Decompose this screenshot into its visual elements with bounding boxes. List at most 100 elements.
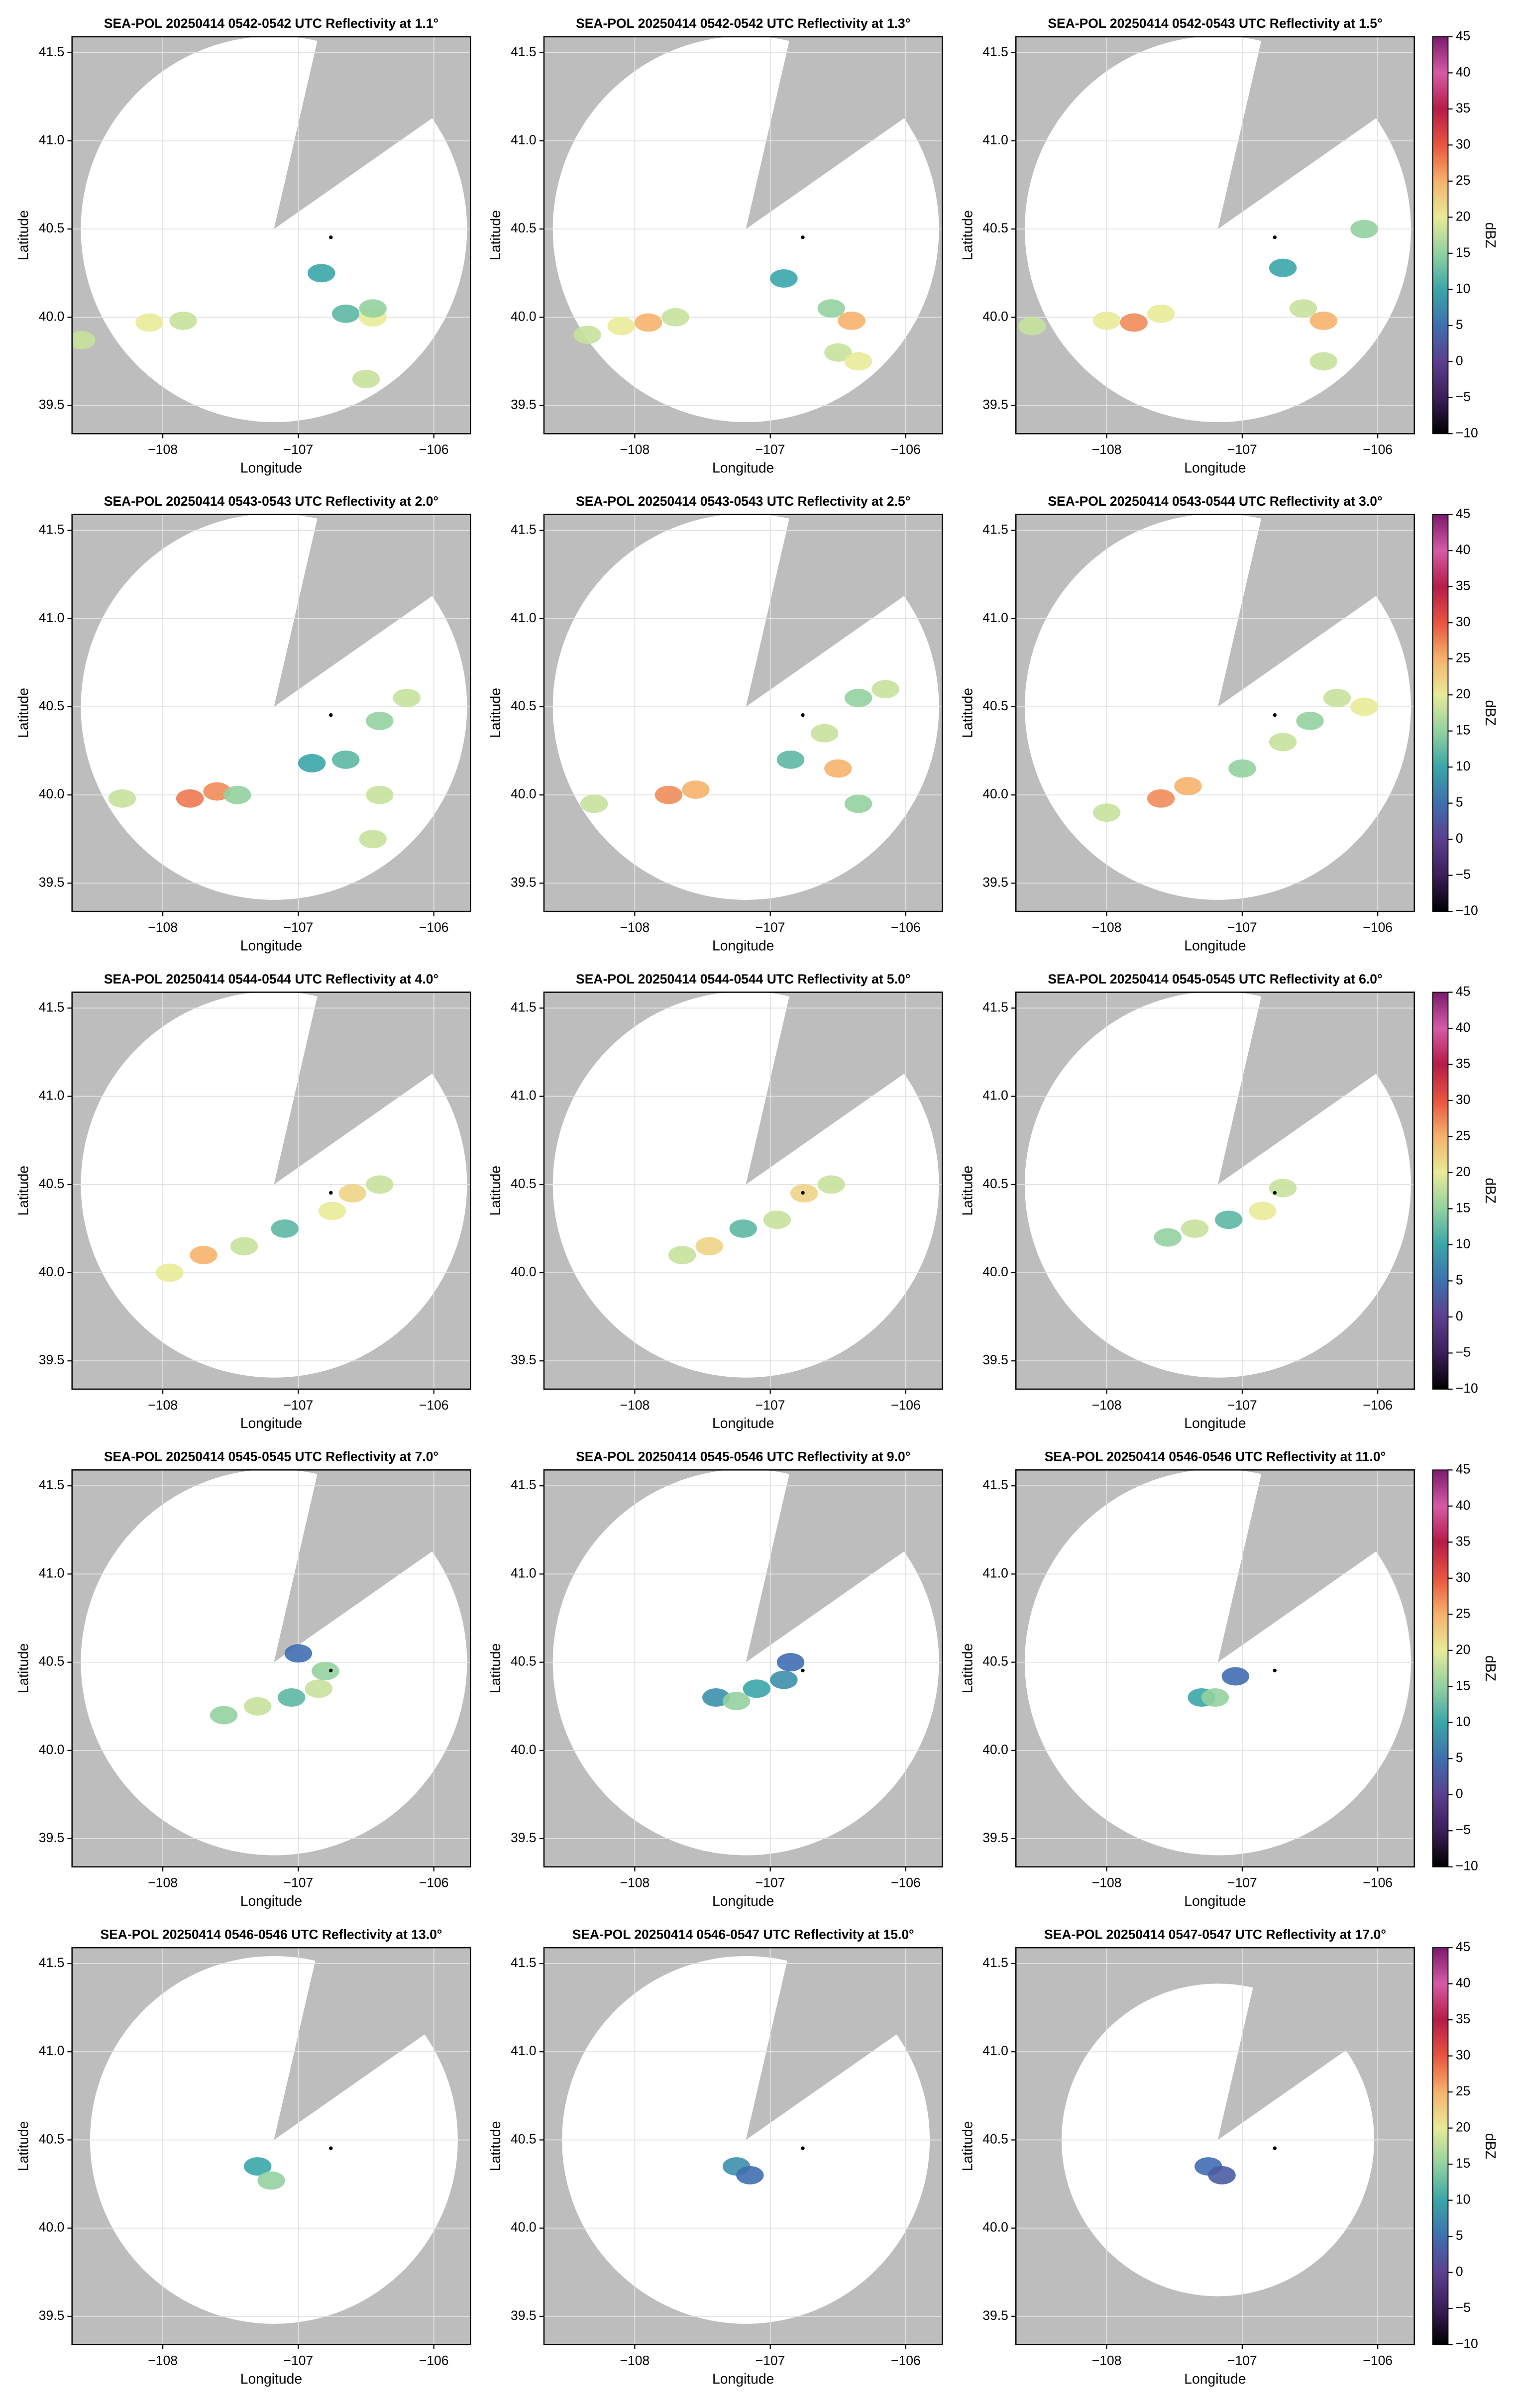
echo <box>871 680 899 699</box>
x-tick-label: −107 <box>1227 1398 1257 1413</box>
y-tick-label: 41.5 <box>982 522 1008 537</box>
x-tick-label: −106 <box>1363 1875 1393 1890</box>
x-tick-label: −107 <box>284 920 314 935</box>
y-tick-label: 41.5 <box>39 999 65 1014</box>
x-tick-label: −108 <box>620 1398 650 1413</box>
echo <box>844 688 872 707</box>
plot-frame <box>71 991 471 1390</box>
x-tick-label: −106 <box>419 2353 449 2368</box>
site-marker <box>329 1668 333 1672</box>
plot-area <box>1016 992 1414 1389</box>
colorbar-tick-label: 45 <box>1456 1461 1470 1476</box>
echo <box>573 326 601 344</box>
panel: −108 −107 −106 39.5 40.0 40.5 41.0 41.5 SEA-POL … <box>960 1927 1498 2387</box>
y-tick-label: 41.5 <box>511 1477 537 1492</box>
plot-area <box>1016 1948 1414 2345</box>
y-tick-label: 41.5 <box>39 1955 65 1970</box>
y-tick-label: 41.5 <box>982 1477 1008 1492</box>
colorbar-tick-label: −5 <box>1456 389 1471 404</box>
echo <box>817 1175 845 1194</box>
y-tick-label: 40.5 <box>39 698 65 713</box>
colorbar-tick-label: 10 <box>1456 281 1470 296</box>
blocked-sector <box>1217 1470 1414 1662</box>
site-marker <box>1273 713 1277 717</box>
colorbar-tick-label: 35 <box>1456 2011 1470 2026</box>
y-tick-label: 39.5 <box>982 875 1008 889</box>
y-tick-label: 41.0 <box>39 1565 65 1580</box>
x-tick-label: −107 <box>284 1875 314 1890</box>
echo <box>1201 1688 1229 1707</box>
colorbar-tick-label: 20 <box>1456 1164 1470 1179</box>
echo <box>838 312 866 330</box>
colorbar <box>1432 36 1449 435</box>
x-tick-label: −108 <box>620 1875 650 1890</box>
colorbar-tick-label: 0 <box>1456 1309 1463 1323</box>
panel: −108 −107 −106 39.5 40.0 40.5 41.0 41.5 SEA-POL … <box>16 494 471 954</box>
echo <box>1350 219 1378 238</box>
echo <box>1018 317 1046 335</box>
echo <box>1154 1228 1182 1247</box>
colorbar-tick-label: 5 <box>1456 1750 1463 1765</box>
y-tick-label: 41.0 <box>511 2043 537 2058</box>
echo <box>1208 2166 1236 2185</box>
colorbar-tick-label: −10 <box>1456 1859 1478 1873</box>
colorbar-tick-label: 40 <box>1456 1498 1470 1513</box>
colorbar-tick-label: 20 <box>1456 686 1470 701</box>
site-marker <box>329 235 333 239</box>
colorbar-tick-label: −10 <box>1456 903 1478 918</box>
chart-title: SEA-POL 20250414 0544-0544 UTC Reflectiv… <box>576 972 910 986</box>
x-axis-label: Longitude <box>240 1416 302 1431</box>
y-axis-label: Latitude <box>960 1166 975 1216</box>
colorbar-tick-label: 45 <box>1456 984 1470 999</box>
panel: −108 −107 −106 39.5 40.0 40.5 41.0 41.5 SEA-POL … <box>488 494 943 954</box>
blocked-sector <box>746 514 943 707</box>
plot-area <box>543 1470 943 1867</box>
chart-title: SEA-POL 20250414 0542-0542 UTC Reflectiv… <box>576 16 910 31</box>
plot-frame <box>1015 1947 1415 2345</box>
y-axis-label: Latitude <box>488 210 504 260</box>
echo <box>607 317 635 335</box>
y-axis-label: Latitude <box>16 1643 32 1694</box>
x-axis-label: Longitude <box>240 2371 302 2387</box>
y-tick-label: 39.5 <box>982 1352 1008 1367</box>
colorbar-label: dBZ <box>1482 1655 1498 1681</box>
colorbar-tick-label: 30 <box>1456 614 1470 629</box>
echo <box>223 785 251 804</box>
echo <box>1092 803 1121 822</box>
y-axis-label: Latitude <box>488 688 504 738</box>
panel: −108 −107 −106 39.5 40.0 40.5 41.0 41.5 SEA-POL … <box>960 1449 1498 1909</box>
blocked-sector <box>1217 514 1414 707</box>
y-tick-label: 40.5 <box>982 1176 1008 1191</box>
plot-area <box>543 1948 943 2345</box>
plot-frame <box>71 1947 471 2345</box>
x-axis-label: Longitude <box>1184 460 1246 476</box>
colorbar-tick-label: 35 <box>1456 1533 1470 1548</box>
echo <box>824 343 852 362</box>
x-tick-label: −108 <box>620 2353 650 2368</box>
x-axis-label: Longitude <box>1184 1416 1246 1431</box>
y-tick-label: 41.5 <box>511 999 537 1014</box>
y-tick-label: 40.5 <box>982 220 1008 235</box>
panel: −108 −107 −106 39.5 40.0 40.5 41.0 41.5 SEA-POL … <box>488 1927 943 2387</box>
site-marker <box>801 1668 805 1672</box>
colorbar-tick-label: 5 <box>1456 795 1463 810</box>
panel: −108 −107 −106 39.5 40.0 40.5 41.0 41.5 SEA-POL … <box>960 16 1498 476</box>
y-tick-label: 40.5 <box>511 220 537 235</box>
colorbar-tick-label: 45 <box>1456 28 1470 43</box>
site-marker <box>329 2146 333 2150</box>
echo <box>284 1644 313 1663</box>
blocked-sector <box>1217 992 1414 1185</box>
y-tick-label: 41.5 <box>511 522 537 537</box>
echo <box>338 1184 367 1203</box>
panel: −108 −107 −106 39.5 40.0 40.5 41.0 41.5 SEA-POL … <box>488 1449 943 1909</box>
colorbar <box>1432 1469 1449 1867</box>
x-tick-label: −107 <box>1227 2353 1257 2368</box>
colorbar-tick-label: 0 <box>1456 2264 1463 2279</box>
y-tick-label: 40.5 <box>511 698 537 713</box>
y-tick-label: 40.5 <box>39 2131 65 2146</box>
echo <box>736 2166 764 2185</box>
x-axis-label: Longitude <box>712 460 774 476</box>
plot-area <box>72 1948 471 2345</box>
y-tick-label: 39.5 <box>39 397 65 412</box>
